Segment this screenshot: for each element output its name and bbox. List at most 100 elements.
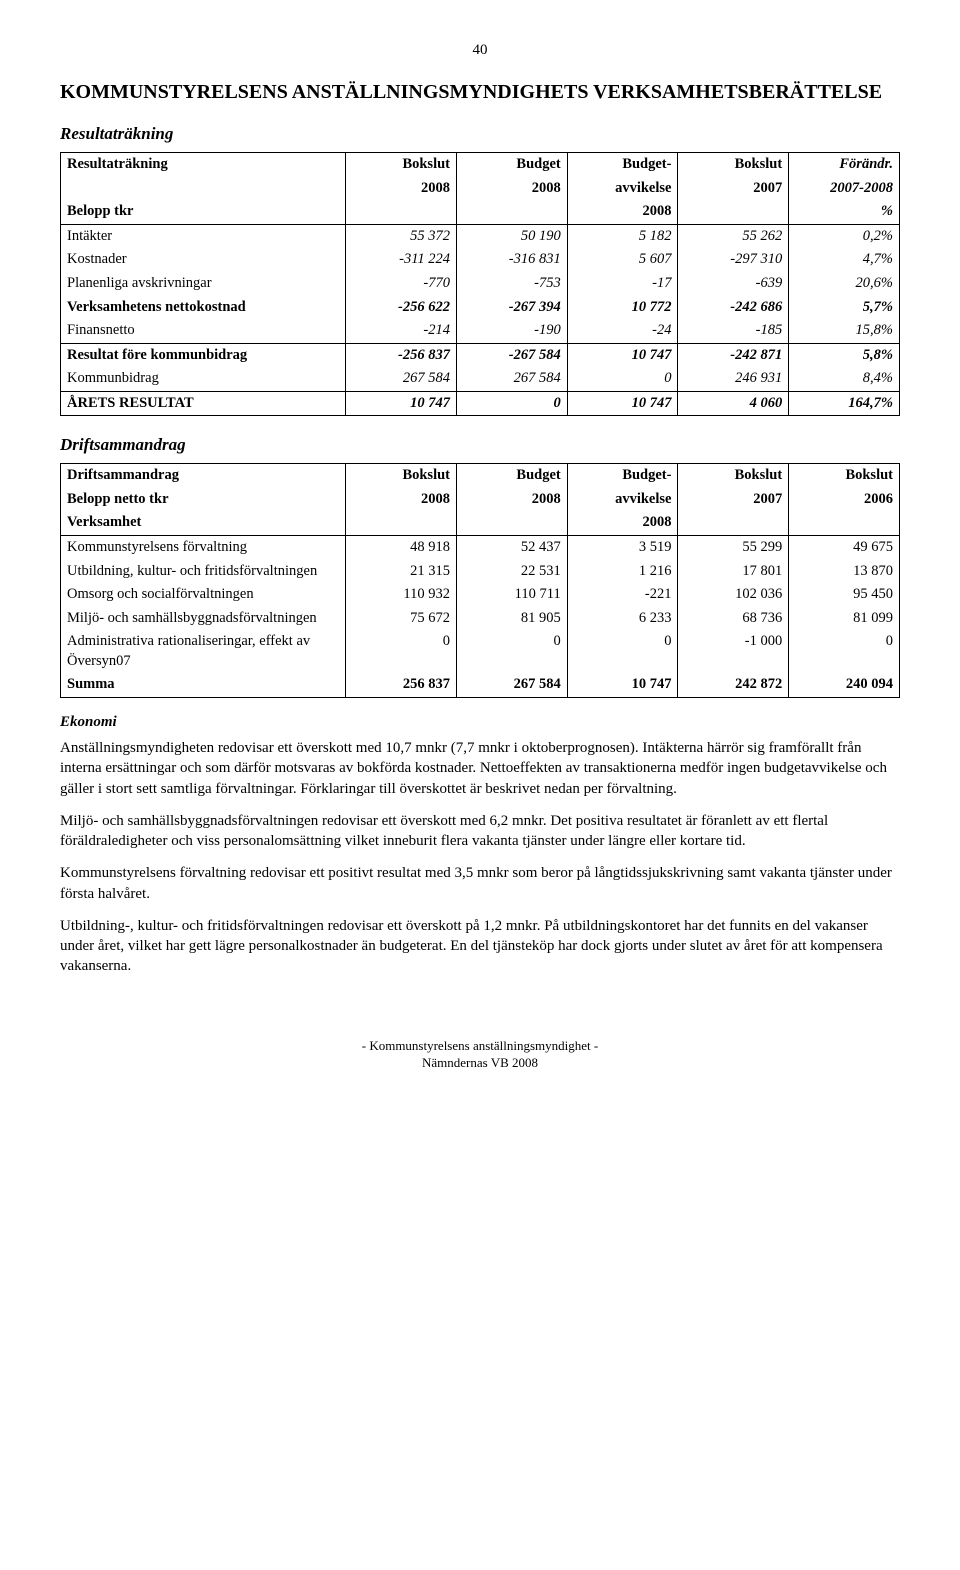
table-row: Kommunbidrag267 584267 5840246 9318,4%: [61, 367, 900, 391]
th: Belopp netto tkr: [61, 488, 346, 512]
th: Förändr.: [789, 153, 900, 177]
row-label: ÅRETS RESULTAT: [61, 391, 346, 416]
cell: 4 060: [678, 391, 789, 416]
cell: -190: [457, 319, 568, 343]
th: [61, 177, 346, 201]
cell: 0,2%: [789, 224, 900, 248]
table-row: Kommunstyrelsens förvaltning48 91852 437…: [61, 536, 900, 560]
th: avvikelse: [567, 488, 678, 512]
th: 2008: [457, 177, 568, 201]
th: Driftsammandrag: [61, 464, 346, 488]
footer-line: - Kommunstyrelsens anställningsmyndighet…: [362, 1038, 599, 1053]
cell: 10 747: [567, 391, 678, 416]
table-row: Administrativa rationaliseringar, effekt…: [61, 630, 900, 673]
th: Bokslut: [678, 464, 789, 488]
cell: 55 262: [678, 224, 789, 248]
cell: -311 224: [346, 248, 457, 272]
cell: 267 584: [346, 367, 457, 391]
th: Budget: [457, 464, 568, 488]
cell: 0: [457, 391, 568, 416]
cell: -1 000: [678, 630, 789, 673]
cell: 75 672: [346, 607, 457, 631]
cell: 0: [789, 630, 900, 673]
cell: 4,7%: [789, 248, 900, 272]
cell: -214: [346, 319, 457, 343]
cell: 22 531: [457, 560, 568, 584]
table-row: Resultat före kommunbidrag-256 837-267 5…: [61, 343, 900, 367]
section-heading-resultat: Resultaträkning: [60, 123, 900, 146]
th: 2008: [567, 511, 678, 535]
th: Verksamhet: [61, 511, 346, 535]
cell: 240 094: [789, 673, 900, 697]
cell: 0: [567, 630, 678, 673]
paragraph: Kommunstyrelsens förvaltning redovisar e…: [60, 863, 900, 904]
table-row: ÅRETS RESULTAT10 747010 7474 060164,7%: [61, 391, 900, 416]
cell: 8,4%: [789, 367, 900, 391]
cell: 3 519: [567, 536, 678, 560]
row-label: Administrativa rationaliseringar, effekt…: [61, 630, 346, 673]
cell: -267 394: [457, 296, 568, 320]
row-label: Resultat före kommunbidrag: [61, 343, 346, 367]
cell: 17 801: [678, 560, 789, 584]
cell: 0: [457, 630, 568, 673]
row-label: Omsorg och socialförvaltningen: [61, 583, 346, 607]
cell: 102 036: [678, 583, 789, 607]
cell: 0: [346, 630, 457, 673]
cell: 5,7%: [789, 296, 900, 320]
table-row: Verksamhetens nettokostnad-256 622-267 3…: [61, 296, 900, 320]
cell: 48 918: [346, 536, 457, 560]
cell: -256 837: [346, 343, 457, 367]
th: Budget-: [567, 153, 678, 177]
section-heading-ekonomi: Ekonomi: [60, 712, 900, 732]
cell: 13 870: [789, 560, 900, 584]
row-label: Utbildning, kultur- och fritidsförvaltni…: [61, 560, 346, 584]
th: Bokslut: [789, 464, 900, 488]
paragraph: Utbildning-, kultur- och fritidsförvaltn…: [60, 916, 900, 977]
th: [678, 200, 789, 224]
cell: -221: [567, 583, 678, 607]
cell: 246 931: [678, 367, 789, 391]
th: Budget-: [567, 464, 678, 488]
cell: 55 299: [678, 536, 789, 560]
cell: -185: [678, 319, 789, 343]
th: Bokslut: [678, 153, 789, 177]
table-driftsammandrag: Driftsammandrag Bokslut Budget Budget- B…: [60, 463, 900, 698]
th: 2008: [567, 200, 678, 224]
th: Resultaträkning: [61, 153, 346, 177]
th: 2007-2008: [789, 177, 900, 201]
cell: 267 584: [457, 367, 568, 391]
row-label: Kommunbidrag: [61, 367, 346, 391]
th: [457, 200, 568, 224]
paragraph: Miljö- och samhällsbyggnadsförvaltningen…: [60, 811, 900, 852]
th: 2008: [346, 488, 457, 512]
cell: 52 437: [457, 536, 568, 560]
th: 2007: [678, 177, 789, 201]
table-row: Miljö- och samhällsbyggnadsförvaltningen…: [61, 607, 900, 631]
cell: -17: [567, 272, 678, 296]
th: %: [789, 200, 900, 224]
cell: -753: [457, 272, 568, 296]
cell: 0: [567, 367, 678, 391]
cell: -256 622: [346, 296, 457, 320]
cell: 10 747: [567, 343, 678, 367]
cell: 5 607: [567, 248, 678, 272]
th: [346, 511, 457, 535]
cell: -24: [567, 319, 678, 343]
cell: 110 932: [346, 583, 457, 607]
th: 2008: [457, 488, 568, 512]
table-row: Finansnetto-214-190-24-18515,8%: [61, 319, 900, 343]
cell: 256 837: [346, 673, 457, 697]
cell: 5,8%: [789, 343, 900, 367]
row-label: Finansnetto: [61, 319, 346, 343]
cell: -242 686: [678, 296, 789, 320]
th: Budget: [457, 153, 568, 177]
cell: 6 233: [567, 607, 678, 631]
cell: -316 831: [457, 248, 568, 272]
th: [678, 511, 789, 535]
table-row: Planenliga avskrivningar-770-753-17-6392…: [61, 272, 900, 296]
table-row: Kostnader-311 224-316 8315 607-297 3104,…: [61, 248, 900, 272]
table-row: Omsorg och socialförvaltningen110 932110…: [61, 583, 900, 607]
page-title: KOMMUNSTYRELSENS ANSTÄLLNINGSMYNDIGHETS …: [60, 80, 900, 105]
cell: 50 190: [457, 224, 568, 248]
row-label: Verksamhetens nettokostnad: [61, 296, 346, 320]
